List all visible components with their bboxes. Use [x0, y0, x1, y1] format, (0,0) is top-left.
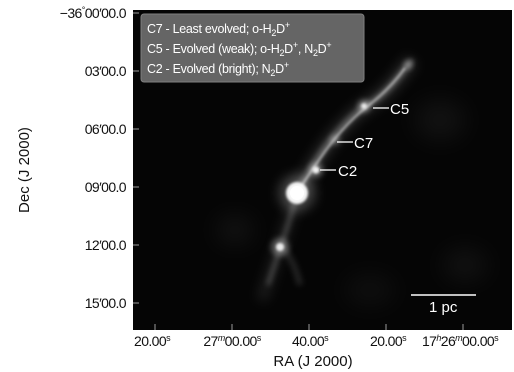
legend-entry-c7: C7 - Least evolved; o-H2D+: [147, 20, 290, 38]
dec-tick-labels: −36°00′00.0 03′00.0 06′00.0 09′00.0 12′0…: [60, 5, 128, 311]
source-label-c7: C7: [354, 135, 373, 152]
dec-tick-label: 03′00.0: [85, 63, 127, 79]
dec-tick-label: 09′00.0: [85, 179, 127, 195]
dec-tick-label: −36°00′00.0: [60, 5, 127, 21]
source-labels: C5 C7 C2: [320, 101, 409, 180]
legend-entry-c2: C2 - Evolved (bright); N2D+: [147, 60, 289, 78]
dec-tick-label: 12′00.0: [85, 237, 127, 253]
legend: C7 - Least evolved; o-H2D+ C5 - Evolved …: [140, 13, 365, 83]
ra-tick-label: 27m00.00s: [203, 333, 261, 349]
scale-bar-label: 1 pc: [429, 299, 458, 316]
ra-tick-label: 20.00s: [370, 333, 407, 349]
dec-tick-label: 06′00.0: [85, 121, 127, 137]
ra-tick-labels: 20.00s 27m00.00s 40.00s 20.00s 17h26m00.…: [134, 333, 500, 349]
source-label-c5: C5: [390, 101, 409, 118]
dec-axis-title: Dec (J 2000): [16, 127, 33, 213]
ra-tick-label: 17h26m00.00s: [422, 333, 499, 349]
ra-axis-title: RA (J 2000): [273, 353, 352, 370]
legend-box: [140, 13, 365, 83]
scale-bar: 1 pc: [411, 294, 476, 316]
tick-marks: [133, 12, 464, 330]
ra-tick-label: 40.00s: [292, 333, 329, 349]
ra-tick-label: 20.00s: [134, 333, 171, 349]
legend-entry-c5: C5 - Evolved (weak); o-H2D+, N2D+: [147, 40, 331, 58]
dec-tick-label: 15′00.0: [85, 295, 127, 311]
filament-emission: [217, 55, 487, 305]
source-label-c2: C2: [338, 163, 357, 180]
